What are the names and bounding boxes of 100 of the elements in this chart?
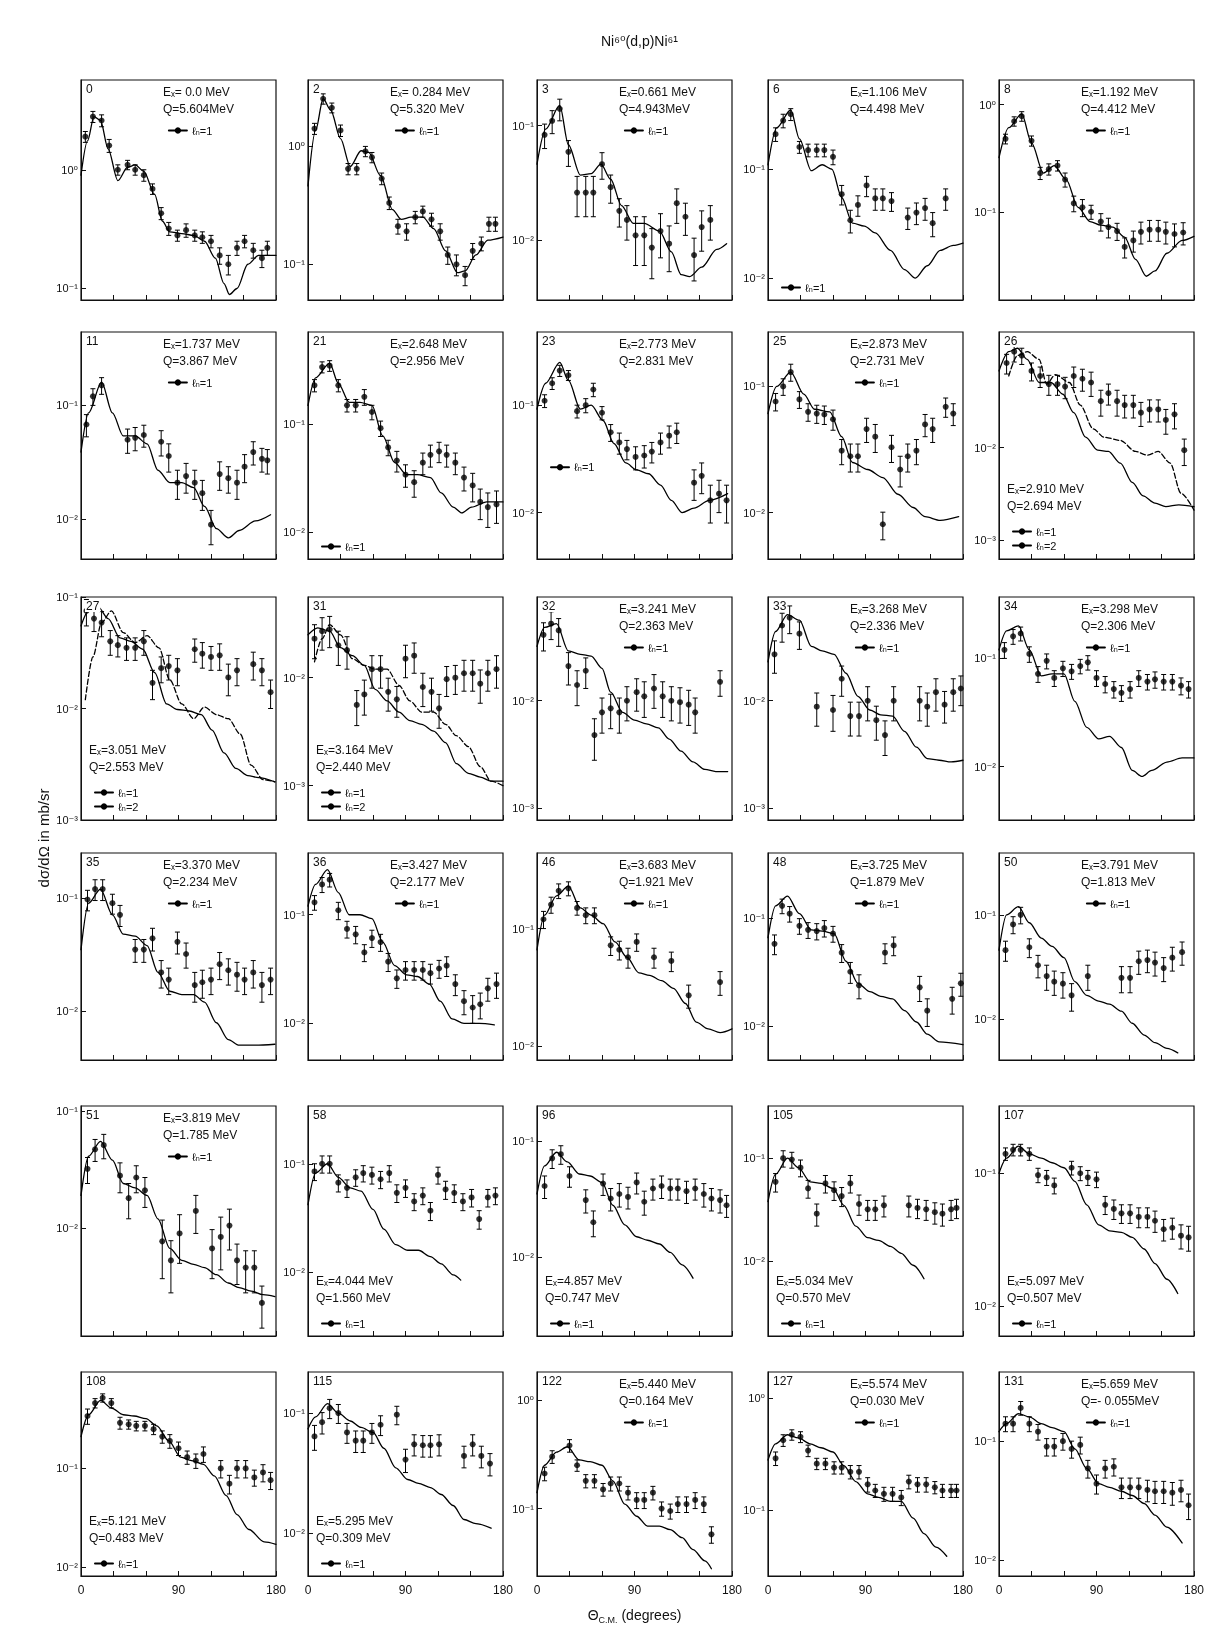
- y-tick-label: 10⁻¹: [743, 1152, 766, 1165]
- annotation: Q=0.483 MeV: [89, 1531, 164, 1545]
- point: [813, 410, 820, 417]
- point: [707, 497, 714, 504]
- x-tick-label: 90: [398, 1583, 413, 1597]
- point: [461, 474, 467, 481]
- annotation: Q=2.694 MeV: [1007, 499, 1082, 513]
- point: [117, 1172, 123, 1179]
- annotation: Q=2.440 MeV: [316, 760, 391, 774]
- point: [1045, 381, 1052, 388]
- point: [863, 426, 870, 433]
- y-tick-label: 10⁻¹: [512, 119, 535, 132]
- point: [923, 1481, 930, 1488]
- point: [641, 1496, 648, 1503]
- point: [599, 161, 605, 168]
- point: [1105, 390, 1112, 397]
- point: [258, 1299, 265, 1306]
- point: [950, 410, 957, 417]
- point: [548, 620, 555, 627]
- y-tick-label: 10⁻¹: [974, 652, 997, 665]
- point: [1017, 911, 1024, 918]
- point: [1178, 682, 1184, 689]
- annotation: Eₓ= 0.284 MeV: [389, 85, 471, 99]
- point: [1062, 383, 1069, 390]
- annotation: 32: [542, 599, 556, 613]
- point: [651, 685, 657, 692]
- point: [599, 709, 605, 716]
- annotation: Q=0.507 MeV: [1007, 1291, 1082, 1305]
- point: [1146, 406, 1153, 413]
- point: [616, 946, 623, 953]
- point: [556, 105, 563, 112]
- point: [1178, 1232, 1184, 1239]
- point: [402, 655, 409, 662]
- point: [1010, 921, 1017, 928]
- y-tick-label: 10⁻¹: [974, 1167, 997, 1180]
- annotation: Q=- 0.055MeV: [1080, 1394, 1160, 1408]
- point: [140, 946, 147, 953]
- point: [484, 504, 491, 511]
- point: [582, 189, 589, 196]
- point: [822, 1180, 829, 1187]
- point: [1037, 372, 1044, 379]
- annotation: Eₓ=4.857 MeV: [545, 1274, 622, 1288]
- point: [641, 452, 648, 459]
- point: [1084, 973, 1091, 980]
- legend-label: ℓₙ=2: [118, 800, 139, 813]
- point: [452, 459, 459, 466]
- legend-label: ℓₙ=1: [1109, 897, 1131, 910]
- point: [1160, 1488, 1167, 1495]
- annotation: Q=4.412 MeV: [1080, 102, 1156, 116]
- point: [435, 1171, 441, 1178]
- y-tick-label: 10⁻²: [743, 506, 766, 519]
- annotation: Q=0.747 MeV: [545, 1291, 620, 1305]
- annotation: Q=4.498 MeV: [849, 102, 925, 116]
- point: [541, 1470, 548, 1477]
- point: [1035, 962, 1041, 969]
- legend-label: ℓₙ=1: [345, 1557, 366, 1570]
- annotation: Eₓ=2.910 MeV: [1007, 482, 1084, 496]
- point: [772, 398, 779, 405]
- point: [932, 689, 939, 696]
- annotation: 27: [86, 599, 100, 613]
- point: [311, 1168, 318, 1175]
- annotation: Eₓ=3.370 MeV: [162, 858, 240, 872]
- point: [856, 982, 862, 989]
- annotation: Q=2.336 MeV: [849, 619, 925, 633]
- legend-label: ℓₙ=1: [647, 897, 669, 910]
- point: [1051, 1443, 1058, 1450]
- point: [360, 1437, 367, 1444]
- point: [625, 1193, 631, 1200]
- point: [1026, 944, 1033, 951]
- point: [648, 448, 655, 455]
- point: [250, 449, 257, 456]
- point: [1171, 231, 1178, 237]
- point: [353, 701, 360, 708]
- annotation: Q=0.309 MeV: [316, 1531, 391, 1545]
- point: [658, 1183, 665, 1189]
- point: [1135, 958, 1142, 965]
- y-tick-label: 10⁰: [517, 1393, 535, 1406]
- point: [616, 207, 623, 214]
- point: [258, 667, 265, 674]
- point: [264, 244, 271, 251]
- point: [192, 1457, 199, 1464]
- legend-label: ℓₙ=1: [878, 897, 900, 910]
- point: [1135, 1213, 1142, 1220]
- point: [345, 165, 352, 172]
- point: [419, 966, 426, 973]
- point: [208, 521, 214, 528]
- point: [402, 1184, 409, 1191]
- point: [208, 238, 214, 245]
- point: [411, 1441, 418, 1448]
- y-tick-label: 10⁻²: [743, 272, 766, 285]
- point: [1130, 237, 1137, 244]
- y-tick-label: 10⁻²: [974, 1554, 997, 1567]
- point: [1043, 657, 1050, 664]
- point: [796, 396, 803, 403]
- point: [565, 885, 572, 892]
- line-series: [536, 104, 728, 278]
- x-tick-label: 0: [533, 1583, 541, 1597]
- point: [1144, 678, 1151, 685]
- annotation: Eₓ=3.819 MeV: [162, 1111, 240, 1125]
- point: [1146, 226, 1153, 233]
